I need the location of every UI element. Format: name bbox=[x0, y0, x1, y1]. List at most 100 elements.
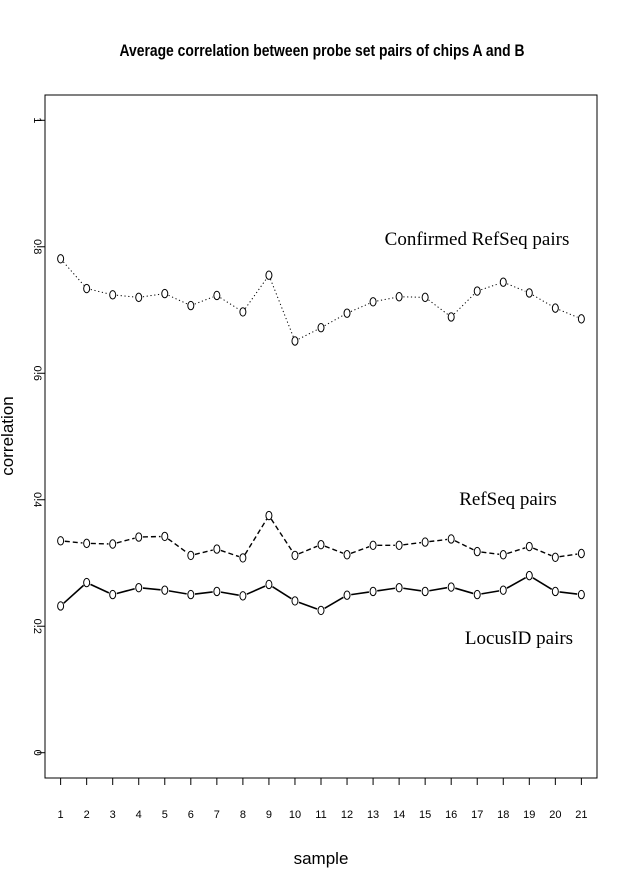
series-layer bbox=[57, 254, 585, 616]
series-segment bbox=[246, 585, 266, 595]
series-segment bbox=[506, 283, 526, 292]
data-point bbox=[473, 286, 481, 296]
data-point bbox=[239, 591, 247, 601]
data-point bbox=[551, 586, 559, 597]
x-tick-label: 7 bbox=[214, 809, 220, 821]
data-point bbox=[317, 539, 325, 550]
series-0 bbox=[57, 254, 585, 346]
data-point bbox=[525, 541, 533, 552]
data-point bbox=[317, 323, 325, 333]
data-point bbox=[577, 589, 585, 600]
series-segment bbox=[298, 329, 318, 340]
data-point bbox=[187, 589, 195, 600]
y-tick-label: 1 bbox=[31, 117, 43, 123]
series-segment bbox=[559, 553, 578, 558]
data-point bbox=[447, 534, 455, 544]
series-segment bbox=[116, 537, 135, 544]
series-segment bbox=[116, 294, 135, 298]
data-point bbox=[473, 546, 481, 557]
data-point bbox=[291, 596, 299, 606]
data-point bbox=[57, 601, 65, 611]
data-point bbox=[83, 538, 91, 549]
data-point bbox=[57, 536, 65, 546]
series-segment bbox=[532, 577, 553, 590]
series-segment bbox=[90, 289, 109, 295]
series-segment bbox=[244, 518, 268, 555]
data-point bbox=[499, 277, 507, 287]
x-tick-label: 2 bbox=[84, 809, 90, 821]
x-tick-label: 6 bbox=[188, 809, 194, 821]
series-segment bbox=[116, 587, 135, 595]
data-point bbox=[109, 589, 117, 600]
series-segment bbox=[244, 278, 267, 309]
series-segment bbox=[194, 591, 213, 595]
data-point bbox=[369, 297, 377, 307]
data-point bbox=[135, 532, 143, 542]
series-1 bbox=[57, 510, 585, 563]
series-segment bbox=[532, 294, 552, 307]
x-tick-label: 9 bbox=[266, 809, 272, 821]
x-tick-label: 8 bbox=[240, 809, 246, 821]
x-tick-label: 3 bbox=[110, 809, 116, 821]
x-tick-label: 17 bbox=[471, 809, 483, 821]
data-point bbox=[187, 550, 195, 561]
data-point bbox=[369, 540, 377, 550]
series-segment bbox=[270, 518, 294, 553]
data-point bbox=[161, 585, 169, 595]
series-segment bbox=[481, 590, 500, 595]
data-point bbox=[109, 539, 117, 549]
data-point bbox=[213, 544, 221, 554]
series-segment bbox=[403, 541, 422, 546]
data-point bbox=[421, 586, 429, 597]
data-point bbox=[421, 292, 429, 303]
series-segment bbox=[298, 545, 318, 555]
series-segment bbox=[64, 540, 83, 544]
y-tick-label: 0.8 bbox=[31, 239, 43, 254]
y-axis-label: correlation bbox=[0, 396, 17, 475]
series-segment bbox=[168, 590, 187, 595]
series-segment bbox=[351, 591, 370, 596]
series-segment bbox=[142, 293, 161, 298]
series-label-locusid: LocusID pairs bbox=[465, 628, 573, 649]
x-axis: 1 2 3 4 5 6 7 8 9 10 11 12 13 14 15 16 17 18 19 20 21 bbox=[58, 777, 588, 821]
series-segment bbox=[350, 303, 370, 312]
x-tick-label: 20 bbox=[549, 809, 561, 821]
data-point bbox=[395, 292, 403, 302]
data-point bbox=[135, 292, 143, 303]
data-point bbox=[421, 537, 429, 547]
series-segment bbox=[63, 584, 85, 604]
data-point bbox=[83, 283, 91, 294]
data-point bbox=[343, 590, 351, 600]
series-segment bbox=[559, 591, 578, 595]
series-segment bbox=[454, 540, 474, 551]
series-segment bbox=[194, 549, 213, 556]
series-segment bbox=[194, 296, 214, 305]
series-segment bbox=[324, 314, 344, 327]
data-point bbox=[291, 550, 299, 561]
chart-title: Average correlation between probe set pa… bbox=[120, 41, 525, 60]
series-segment bbox=[428, 299, 449, 315]
data-point bbox=[369, 586, 377, 597]
series-segment bbox=[453, 293, 475, 315]
y-tick-label: 0.6 bbox=[31, 366, 43, 381]
y-tick-label: 0 bbox=[31, 750, 43, 756]
series-2 bbox=[57, 570, 585, 616]
x-tick-label: 4 bbox=[136, 809, 142, 821]
data-point bbox=[265, 579, 273, 590]
series-segment bbox=[168, 294, 188, 305]
series-label-confirmed-refseq: Confirmed RefSeq pairs bbox=[385, 229, 570, 250]
series-segment bbox=[429, 538, 448, 543]
data-point bbox=[577, 548, 585, 559]
x-axis-label: sample bbox=[294, 849, 349, 868]
series-segment bbox=[481, 283, 500, 291]
x-tick-label: 5 bbox=[162, 809, 168, 821]
data-point bbox=[343, 308, 351, 318]
x-tick-label: 21 bbox=[575, 809, 587, 821]
x-tick-label: 16 bbox=[445, 809, 457, 821]
data-point bbox=[473, 589, 481, 600]
series-label-refseq: RefSeq pairs bbox=[459, 489, 557, 510]
data-point bbox=[291, 336, 299, 346]
data-point bbox=[161, 531, 169, 542]
series-segment bbox=[63, 261, 85, 286]
series-segment bbox=[454, 587, 474, 595]
